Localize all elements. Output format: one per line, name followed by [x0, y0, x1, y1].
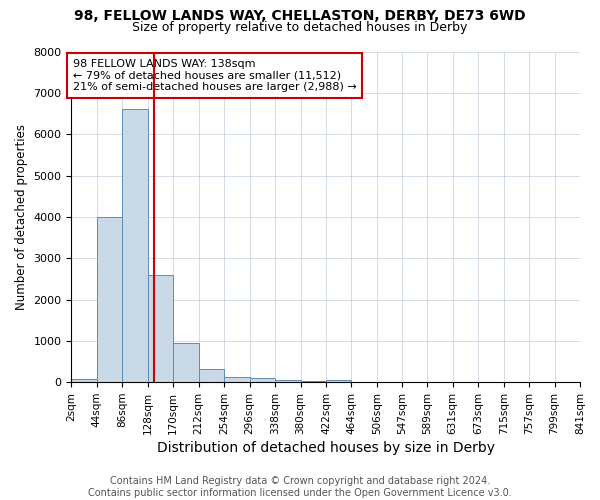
Bar — [250, 378, 275, 382]
Bar — [122, 110, 148, 382]
Text: Contains HM Land Registry data © Crown copyright and database right 2024.
Contai: Contains HM Land Registry data © Crown c… — [88, 476, 512, 498]
Bar — [173, 342, 199, 382]
Bar — [326, 380, 352, 382]
Bar — [199, 370, 224, 382]
X-axis label: Distribution of detached houses by size in Derby: Distribution of detached houses by size … — [157, 441, 495, 455]
Text: Size of property relative to detached houses in Derby: Size of property relative to detached ho… — [133, 21, 467, 34]
Y-axis label: Number of detached properties: Number of detached properties — [15, 124, 28, 310]
Bar — [275, 380, 301, 382]
Bar — [71, 379, 97, 382]
Bar — [224, 377, 250, 382]
Bar — [301, 380, 326, 382]
Bar — [97, 217, 122, 382]
Text: 98 FELLOW LANDS WAY: 138sqm
← 79% of detached houses are smaller (11,512)
21% of: 98 FELLOW LANDS WAY: 138sqm ← 79% of det… — [73, 59, 356, 92]
Bar — [148, 274, 173, 382]
Text: 98, FELLOW LANDS WAY, CHELLASTON, DERBY, DE73 6WD: 98, FELLOW LANDS WAY, CHELLASTON, DERBY,… — [74, 9, 526, 23]
